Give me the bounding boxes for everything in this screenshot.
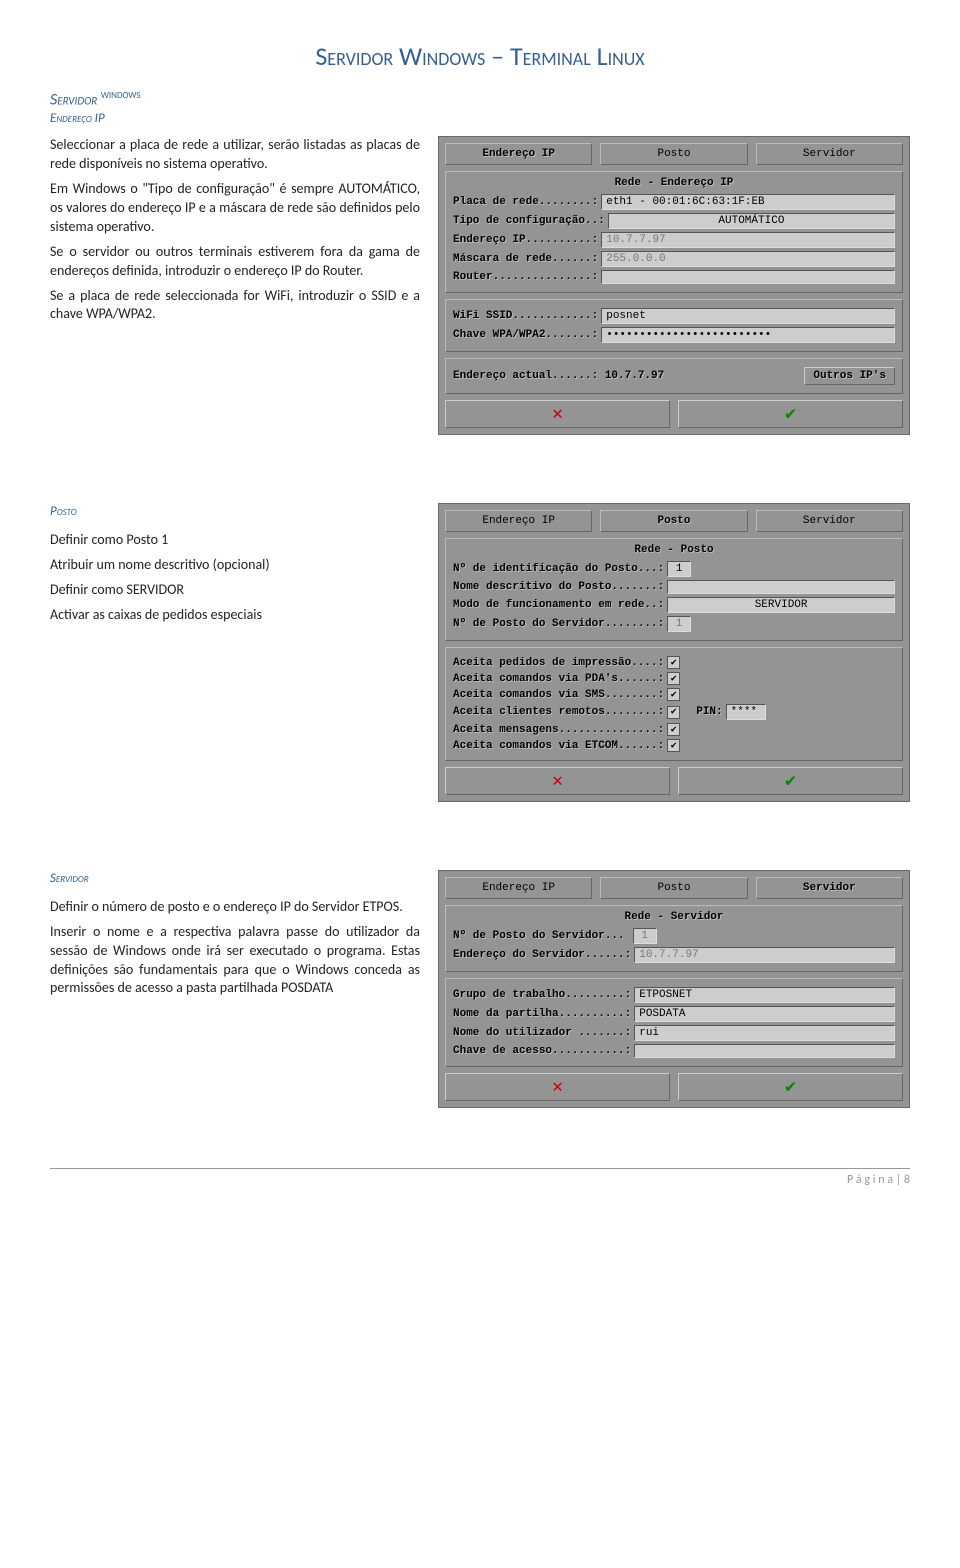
input-nome-utilizador[interactable]: rui [634, 1025, 895, 1041]
label-modo-rede: Modo de funcionamento em rede..: [453, 599, 664, 611]
section-servidor-windows: Servidor WINDOWS [50, 90, 910, 109]
label-nome-utilizador: Nome do utilizador .......: [453, 1027, 631, 1039]
heading-servidor: Servidor [50, 870, 420, 888]
label-grupo-trabalho: Grupo de trabalho.........: [453, 989, 631, 1001]
checkbox-aceita-mensagens[interactable]: ✔ [667, 723, 680, 736]
checkbox-aceita-remotos[interactable]: ✔ [667, 706, 680, 719]
cancel-button[interactable]: ✕ [445, 1073, 670, 1101]
tab-endereco-ip[interactable]: Endereço IP [445, 510, 592, 532]
label-aceita-sms: Aceita comandos via SMS........: [453, 689, 664, 701]
input-nome-partilha[interactable]: POSDATA [634, 1006, 895, 1022]
label-pin: PIN: [696, 706, 722, 718]
heading-posto: Posto [50, 503, 420, 521]
label-aceita-remotos: Aceita clientes remotos........: [453, 706, 664, 718]
input-chave-acesso[interactable] [634, 1044, 895, 1058]
input-endereco-servidor[interactable]: 10.7.7.97 [634, 947, 895, 963]
page-footer: P á g i n a | 8 [50, 1168, 910, 1187]
checkbox-aceita-impressao[interactable]: ✔ [667, 656, 680, 669]
heading-endereco-ip: Endereço IP [50, 111, 910, 126]
tab-servidor[interactable]: Servidor [756, 143, 903, 165]
label-aceita-etcom: Aceita comandos via ETCOM......: [453, 740, 664, 752]
cancel-button[interactable]: ✕ [445, 767, 670, 795]
label-nome-partilha: Nome da partilha..........: [453, 1008, 631, 1020]
label-aceita-impressao: Aceita pedidos de impressão....: [453, 657, 664, 669]
input-tipo-config[interactable]: AUTOMÁTICO [608, 213, 895, 229]
tab-endereco-ip[interactable]: Endereço IP [445, 877, 592, 899]
label-aceita-pda: Aceita comandos via PDA's......: [453, 673, 664, 685]
tab-posto[interactable]: Posto [600, 877, 747, 899]
label-wpa: Chave WPA/WPA2.......: [453, 329, 598, 341]
checkbox-aceita-pda[interactable]: ✔ [667, 672, 680, 685]
input-num-posto-servidor: 1 [667, 616, 691, 632]
label-num-id-posto: Nº de identificação do Posto...: [453, 563, 664, 575]
ok-button[interactable]: ✔ [678, 400, 903, 428]
panel-endereco-ip: Endereço IP Posto Servidor Rede - Endere… [438, 136, 910, 435]
label-router: Router...............: [453, 271, 598, 283]
input-pin[interactable]: **** [726, 704, 766, 720]
ok-button[interactable]: ✔ [678, 767, 903, 795]
input-nome-posto[interactable] [667, 580, 895, 594]
input-modo-rede[interactable]: SERVIDOR [667, 597, 895, 613]
tab-servidor[interactable]: Servidor [756, 877, 903, 899]
tab-posto[interactable]: Posto [600, 143, 747, 165]
checkbox-aceita-sms[interactable]: ✔ [667, 688, 680, 701]
label-wifi-ssid: WiFi SSID............: [453, 310, 598, 322]
input-num-posto-servidor: 1 [633, 928, 657, 944]
tab-servidor[interactable]: Servidor [756, 510, 903, 532]
input-num-id-posto[interactable]: 1 [667, 561, 691, 577]
label-endereco-ip: Endereço IP..........: [453, 234, 598, 246]
text-endereco-ip: Seleccionar a placa de rede a utilizar, … [50, 136, 420, 330]
input-wifi-ssid[interactable]: posnet [601, 308, 895, 324]
label-endereco-servidor: Endereço do Servidor......: [453, 949, 631, 961]
panel-posto: Endereço IP Posto Servidor Rede - Posto … [438, 503, 910, 802]
label-endereco-actual: Endereço actual......: 10.7.7.97 [453, 370, 664, 382]
label-aceita-mensagens: Aceita mensagens...............: [453, 724, 664, 736]
tab-endereco-ip[interactable]: Endereço IP [445, 143, 592, 165]
cancel-button[interactable]: ✕ [445, 400, 670, 428]
input-wpa[interactable]: ••••••••••••••••••••••••• [601, 327, 895, 343]
panel-title: Rede - Posto [453, 544, 895, 556]
text-servidor: Servidor Definir o número de posto e o e… [50, 870, 420, 1004]
label-mascara: Máscara de rede......: [453, 253, 598, 265]
tab-posto[interactable]: Posto [600, 510, 747, 532]
input-mascara[interactable]: 255.0.0.0 [601, 251, 895, 267]
ok-button[interactable]: ✔ [678, 1073, 903, 1101]
label-nome-posto: Nome descritivo do Posto.......: [453, 581, 664, 593]
label-tipo-config: Tipo de configuração..: [453, 215, 605, 227]
input-grupo-trabalho[interactable]: ETPOSNET [634, 987, 895, 1003]
panel-title: Rede - Servidor [453, 911, 895, 923]
label-num-posto-servidor: Nº de Posto do Servidor........: [453, 618, 664, 630]
input-router[interactable] [601, 270, 895, 284]
checkbox-aceita-etcom[interactable]: ✔ [667, 739, 680, 752]
label-placa-rede: Placa de rede........: [453, 196, 598, 208]
input-endereco-ip[interactable]: 10.7.7.97 [601, 232, 895, 248]
panel-servidor: Endereço IP Posto Servidor Rede - Servid… [438, 870, 910, 1108]
text-posto: Posto Definir como Posto 1 Atribuir um n… [50, 503, 420, 630]
label-num-posto-servidor: Nº de Posto do Servidor... [453, 930, 625, 942]
page-title: Servidor Windows – Terminal Linux [50, 40, 910, 72]
panel-title: Rede - Endereço IP [453, 177, 895, 189]
input-placa-rede[interactable]: eth1 - 00:01:6C:63:1F:EB [601, 194, 895, 210]
label-chave-acesso: Chave de acesso...........: [453, 1045, 631, 1057]
outros-ips-button[interactable]: Outros IP's [804, 367, 895, 385]
